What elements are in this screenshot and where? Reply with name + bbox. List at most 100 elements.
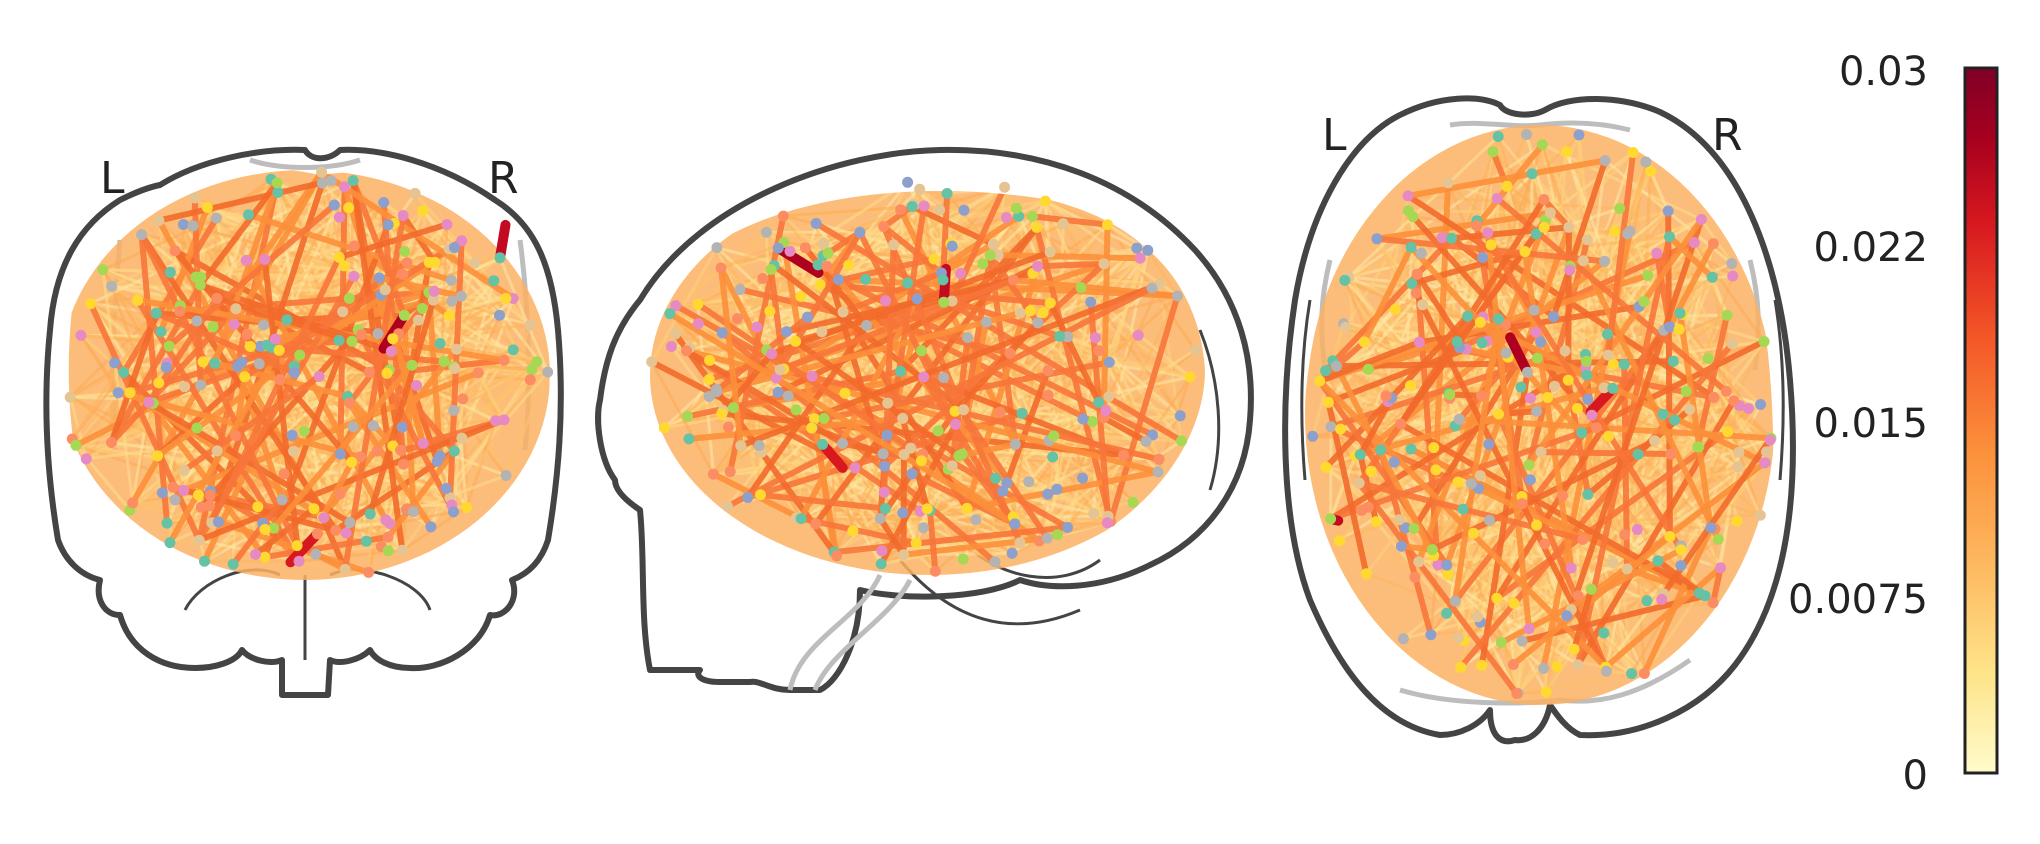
node bbox=[1414, 337, 1425, 348]
node bbox=[755, 489, 766, 500]
node bbox=[938, 274, 949, 285]
node bbox=[843, 260, 854, 271]
node bbox=[1031, 222, 1042, 233]
node bbox=[1532, 353, 1543, 364]
node bbox=[228, 559, 239, 570]
node bbox=[704, 391, 715, 402]
node bbox=[1713, 534, 1724, 545]
node bbox=[1581, 370, 1592, 381]
node bbox=[916, 455, 927, 466]
node bbox=[1656, 594, 1667, 605]
node bbox=[922, 503, 933, 514]
node bbox=[1520, 246, 1531, 257]
node bbox=[1755, 510, 1766, 521]
node bbox=[1632, 524, 1643, 535]
node bbox=[807, 371, 818, 382]
node bbox=[670, 328, 681, 339]
node bbox=[1477, 252, 1488, 263]
node bbox=[1004, 348, 1015, 359]
node bbox=[383, 545, 394, 556]
node bbox=[802, 312, 813, 323]
node bbox=[942, 188, 953, 199]
node bbox=[170, 245, 181, 256]
node bbox=[1430, 464, 1441, 475]
node bbox=[274, 374, 285, 385]
node bbox=[1681, 386, 1692, 397]
node bbox=[441, 219, 452, 230]
node bbox=[152, 450, 163, 461]
node bbox=[1027, 211, 1038, 222]
node bbox=[363, 567, 374, 578]
node bbox=[1541, 687, 1552, 698]
node bbox=[208, 321, 219, 332]
node bbox=[109, 357, 120, 368]
node bbox=[1142, 245, 1153, 256]
node bbox=[1582, 489, 1593, 500]
node bbox=[85, 298, 96, 309]
node bbox=[1573, 590, 1584, 601]
node bbox=[399, 310, 410, 321]
node bbox=[1406, 444, 1417, 455]
node bbox=[1103, 391, 1114, 402]
node bbox=[754, 440, 765, 451]
node bbox=[1521, 129, 1532, 140]
node bbox=[766, 264, 777, 275]
node bbox=[1668, 356, 1679, 367]
node bbox=[191, 316, 202, 327]
node bbox=[1100, 405, 1111, 416]
node bbox=[346, 457, 357, 468]
node bbox=[860, 274, 871, 285]
node bbox=[1542, 392, 1553, 403]
node bbox=[1557, 490, 1568, 501]
node bbox=[1502, 181, 1513, 192]
node bbox=[259, 552, 270, 563]
node bbox=[241, 255, 252, 266]
node bbox=[1531, 327, 1542, 338]
coronal-cerebellum-line bbox=[185, 570, 430, 660]
node bbox=[425, 521, 436, 532]
node bbox=[1599, 256, 1610, 267]
node bbox=[179, 381, 190, 392]
node bbox=[1639, 668, 1650, 679]
node bbox=[417, 205, 428, 216]
node bbox=[1078, 414, 1089, 425]
node bbox=[878, 221, 889, 232]
node bbox=[732, 313, 743, 324]
node bbox=[408, 506, 419, 517]
node bbox=[287, 430, 298, 441]
node bbox=[1085, 297, 1096, 308]
node bbox=[198, 356, 209, 367]
node bbox=[664, 308, 675, 319]
node bbox=[191, 423, 202, 434]
node bbox=[1508, 659, 1519, 670]
node bbox=[1722, 426, 1733, 437]
node bbox=[1472, 611, 1483, 622]
node bbox=[1442, 569, 1453, 580]
node bbox=[1102, 517, 1113, 528]
node bbox=[833, 274, 844, 285]
node bbox=[1759, 457, 1770, 468]
node bbox=[97, 264, 108, 275]
node bbox=[335, 488, 346, 499]
node bbox=[818, 238, 829, 249]
node bbox=[1538, 194, 1549, 205]
node bbox=[70, 440, 81, 451]
node bbox=[819, 413, 830, 424]
node bbox=[1561, 146, 1572, 157]
node bbox=[334, 212, 345, 223]
node bbox=[1087, 416, 1098, 427]
node bbox=[1394, 514, 1405, 525]
node bbox=[1428, 442, 1439, 453]
node bbox=[847, 525, 858, 536]
node bbox=[773, 243, 784, 254]
node bbox=[196, 502, 207, 513]
node bbox=[1721, 386, 1732, 397]
node bbox=[429, 257, 440, 268]
node bbox=[449, 363, 460, 374]
node bbox=[1705, 522, 1716, 533]
node bbox=[878, 448, 889, 459]
node bbox=[1476, 660, 1487, 671]
node bbox=[911, 538, 922, 549]
node bbox=[326, 175, 337, 186]
